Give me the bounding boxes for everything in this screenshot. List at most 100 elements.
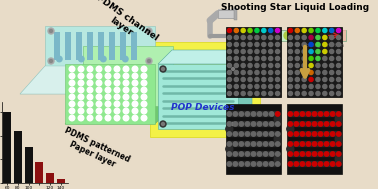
Circle shape	[239, 162, 243, 166]
Circle shape	[257, 112, 262, 116]
Circle shape	[276, 70, 280, 75]
Circle shape	[79, 56, 84, 62]
Circle shape	[330, 91, 334, 96]
Circle shape	[330, 70, 334, 75]
Circle shape	[87, 73, 93, 79]
Circle shape	[233, 122, 237, 126]
Circle shape	[316, 84, 320, 89]
Circle shape	[228, 84, 231, 89]
Circle shape	[248, 28, 252, 33]
Circle shape	[234, 28, 239, 33]
Circle shape	[318, 122, 323, 126]
Circle shape	[160, 66, 166, 72]
Circle shape	[276, 152, 280, 156]
Circle shape	[269, 70, 273, 75]
Circle shape	[132, 115, 138, 121]
Circle shape	[309, 43, 313, 46]
Text: PDMS patterned
Paper layer: PDMS patterned Paper layer	[59, 126, 131, 174]
Circle shape	[323, 64, 327, 67]
Circle shape	[262, 91, 266, 96]
Circle shape	[330, 122, 335, 126]
Circle shape	[269, 50, 273, 53]
Polygon shape	[83, 46, 173, 106]
Circle shape	[276, 28, 280, 33]
Circle shape	[302, 43, 306, 46]
Circle shape	[96, 73, 102, 79]
Circle shape	[114, 87, 120, 93]
Circle shape	[248, 84, 252, 89]
Circle shape	[251, 112, 256, 116]
Circle shape	[312, 112, 317, 116]
Circle shape	[270, 112, 274, 116]
Circle shape	[309, 36, 313, 40]
Circle shape	[262, 57, 266, 60]
Circle shape	[87, 108, 93, 114]
Circle shape	[241, 77, 245, 82]
Circle shape	[146, 28, 152, 34]
Circle shape	[141, 80, 147, 86]
Circle shape	[226, 146, 233, 153]
Circle shape	[141, 108, 147, 114]
Circle shape	[276, 162, 280, 166]
Bar	[3, 112, 11, 183]
Circle shape	[276, 50, 280, 53]
Circle shape	[269, 57, 273, 60]
Circle shape	[288, 57, 293, 60]
Circle shape	[251, 152, 256, 156]
Circle shape	[248, 43, 252, 46]
Circle shape	[123, 115, 129, 121]
Circle shape	[105, 66, 111, 72]
Circle shape	[69, 115, 75, 121]
Circle shape	[302, 36, 306, 40]
Circle shape	[295, 77, 299, 82]
Circle shape	[228, 50, 231, 53]
Circle shape	[306, 152, 311, 156]
Circle shape	[239, 122, 243, 126]
Polygon shape	[158, 50, 252, 64]
Circle shape	[323, 91, 327, 96]
Circle shape	[306, 112, 311, 116]
Circle shape	[335, 156, 342, 163]
Circle shape	[122, 56, 128, 62]
Circle shape	[330, 43, 334, 46]
Circle shape	[228, 57, 231, 60]
Circle shape	[306, 142, 311, 146]
Circle shape	[276, 84, 280, 89]
Circle shape	[251, 122, 256, 126]
Circle shape	[336, 142, 341, 146]
Circle shape	[288, 50, 293, 53]
Circle shape	[330, 112, 335, 116]
Circle shape	[336, 36, 341, 40]
Circle shape	[226, 125, 233, 132]
Circle shape	[316, 91, 320, 96]
Circle shape	[78, 94, 84, 100]
Circle shape	[114, 73, 120, 79]
Circle shape	[324, 142, 329, 146]
Circle shape	[87, 101, 93, 107]
Circle shape	[276, 57, 280, 60]
Bar	[287, 27, 342, 97]
Circle shape	[241, 91, 245, 96]
Circle shape	[255, 64, 259, 67]
Circle shape	[271, 32, 279, 40]
Circle shape	[318, 162, 323, 166]
Circle shape	[239, 152, 243, 156]
Circle shape	[248, 91, 252, 96]
Circle shape	[336, 70, 341, 75]
Circle shape	[270, 122, 274, 126]
Circle shape	[302, 50, 306, 53]
Circle shape	[258, 32, 266, 40]
Circle shape	[302, 84, 306, 89]
Circle shape	[255, 70, 259, 75]
Circle shape	[318, 132, 323, 136]
Circle shape	[276, 142, 280, 146]
Circle shape	[263, 132, 268, 136]
Bar	[109, 32, 115, 60]
Circle shape	[276, 132, 280, 136]
Circle shape	[234, 43, 239, 46]
Circle shape	[324, 132, 329, 136]
Circle shape	[302, 57, 306, 60]
Circle shape	[233, 152, 237, 156]
Circle shape	[309, 70, 313, 75]
Circle shape	[324, 152, 329, 156]
